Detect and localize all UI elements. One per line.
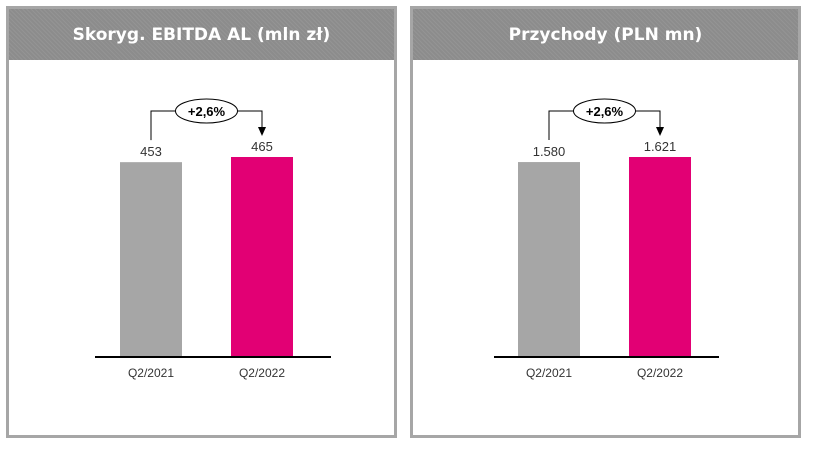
growth-badge — [175, 98, 238, 124]
bar-Q2/2022 — [231, 157, 293, 357]
bar-Q2/2021 — [518, 162, 580, 357]
growth-arrowhead — [656, 127, 664, 136]
value-label: 453 — [140, 144, 162, 159]
revenue-chart: 1.580 Q2/2021 1.621 Q2/2022 +2,6% — [494, 98, 719, 380]
growth-label: +2,6% — [586, 104, 624, 119]
category-label: Q2/2021 — [128, 366, 174, 380]
value-label: 465 — [251, 139, 273, 154]
ebitda-chart-title: Skoryg. EBITDA AL (mln zł) — [9, 9, 394, 60]
revenue-chart-panel: Przychody (PLN mn) 1.580 Q2/2021 1.621 Q2/2… — [410, 6, 801, 438]
bar-Q2/2021 — [120, 162, 182, 357]
category-label: Q2/2022 — [637, 366, 683, 380]
growth-label: +2,6% — [188, 104, 226, 119]
value-label: 1.621 — [644, 139, 677, 154]
value-label: 1.580 — [533, 144, 566, 159]
category-label: Q2/2022 — [239, 366, 285, 380]
growth-arrowhead — [258, 127, 266, 136]
category-label: Q2/2021 — [526, 366, 572, 380]
growth-badge — [573, 98, 636, 124]
bar-Q2/2022 — [629, 157, 691, 357]
revenue-chart-title: Przychody (PLN mn) — [413, 9, 798, 60]
ebitda-chart-panel: Skoryg. EBITDA AL (mln zł) 453 Q2/2021 465… — [6, 6, 397, 438]
ebitda-chart: 453 Q2/2021 465 Q2/2022 +2,6% — [95, 98, 331, 380]
